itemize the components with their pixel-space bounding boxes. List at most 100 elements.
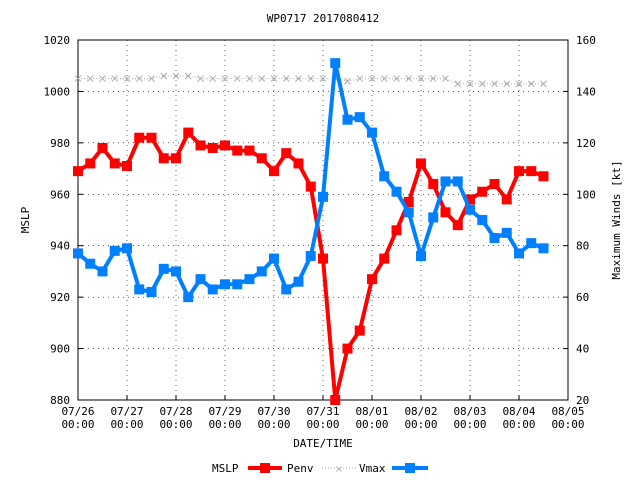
data-point: [111, 75, 119, 82]
legend: MSLP Penv × Vmax: [212, 462, 428, 475]
tick-label-y-right: 140: [576, 85, 596, 98]
data-point: [466, 80, 474, 88]
data-point: [354, 325, 365, 336]
data-point: [465, 204, 475, 215]
data-point: [477, 186, 488, 197]
tick-label-y-left: 1020: [44, 34, 71, 47]
data-point: [184, 72, 192, 80]
tick-label-x: 08/04 00:00: [502, 405, 535, 431]
data-point: [269, 166, 279, 177]
data-point: [538, 171, 549, 182]
tick-label-y-left: 900: [50, 343, 70, 356]
tick-label-y-right: 160: [576, 34, 596, 47]
tick-label-x-line: 00:00: [208, 418, 241, 431]
data-point: [270, 75, 278, 82]
y-axis-right-label: Maximum Winds [kt]: [610, 160, 623, 279]
data-point: [246, 75, 253, 82]
tick-label-x: 07/28 00:00: [159, 405, 192, 431]
tick-label-y-left: 880: [50, 394, 70, 407]
data-point: [99, 75, 106, 82]
series-vmax: [73, 58, 549, 303]
tick-label-x-line: 00:00: [502, 418, 535, 431]
data-point: [354, 112, 365, 123]
tick-label-x-line: 07/28: [159, 405, 192, 418]
tick-label-x-line: 00:00: [404, 418, 437, 431]
x-axis-label: DATE/TIME: [293, 437, 353, 450]
data-point: [501, 227, 512, 238]
data-point: [281, 148, 292, 159]
data-point: [171, 153, 181, 164]
data-point: [344, 77, 351, 85]
data-point: [454, 80, 462, 88]
data-point: [85, 158, 96, 169]
data-point: [417, 75, 425, 82]
data-point: [86, 75, 94, 82]
tick-label-y-right: 120: [576, 137, 596, 150]
tick-label-x: 08/02 00:00: [404, 405, 437, 431]
data-point: [281, 284, 292, 295]
data-point: [195, 140, 206, 151]
tick-label-x-line: 00:00: [355, 418, 388, 431]
data-point: [489, 179, 500, 189]
legend-penv-label: Penv: [287, 462, 314, 475]
data-point: [380, 75, 388, 82]
data-point: [73, 248, 83, 259]
data-point: [195, 274, 206, 285]
data-point: [391, 225, 402, 236]
data-point: [428, 212, 439, 223]
data-point: [330, 58, 341, 69]
data-point: [527, 80, 535, 88]
y-axis-left-label: MSLP: [19, 206, 32, 233]
data-point: [207, 284, 218, 295]
tick-label-y-right: 20: [576, 394, 589, 407]
data-point: [293, 158, 304, 169]
data-point: [258, 75, 266, 82]
data-point: [416, 251, 426, 261]
data-point: [134, 284, 145, 295]
data-point: [97, 143, 108, 153]
data-point: [220, 279, 230, 290]
data-point: [526, 166, 537, 177]
tick-label-x-line: 08/05: [551, 405, 584, 418]
data-point: [501, 194, 512, 205]
data-point: [514, 166, 524, 177]
data-point: [307, 75, 315, 82]
data-point: [526, 238, 537, 249]
data-point: [122, 161, 132, 171]
tick-label-y-left: 920: [50, 291, 70, 304]
data-point: [442, 75, 449, 82]
data-point: [515, 80, 523, 88]
tick-label-x-line: 07/29: [208, 405, 241, 418]
data-point: [148, 75, 155, 82]
data-point: [429, 75, 437, 82]
data-point: [97, 266, 108, 277]
data-point: [269, 253, 279, 264]
data-point: [158, 263, 169, 274]
data-point: [478, 80, 486, 88]
data-point: [282, 75, 290, 82]
tick-label-y-right: 100: [576, 188, 596, 201]
axes: 880 900 920 940 960 980 1000 1020 20 40 60 80 100 120…: [44, 34, 596, 431]
data-point: [158, 153, 169, 164]
tick-label-x: 07/29 00:00: [208, 405, 241, 431]
tick-label-x: 07/31 00:00: [306, 405, 339, 431]
data-point: [540, 80, 547, 88]
data-point: [379, 171, 390, 182]
data-point: [440, 176, 451, 187]
data-point: [428, 179, 439, 189]
data-point: [367, 274, 377, 285]
tick-label-x-line: 07/31: [306, 405, 339, 418]
tick-label-y-right: 60: [576, 291, 589, 304]
data-point: [135, 75, 143, 82]
tick-label-x-line: 07/26: [61, 405, 94, 418]
tick-label-y-left: 980: [50, 137, 70, 150]
data-point: [73, 166, 83, 177]
data-point: [477, 215, 488, 225]
data-point: [146, 287, 157, 297]
data-point: [220, 140, 230, 151]
data-point: [403, 197, 414, 207]
data-point: [405, 75, 413, 82]
data-point: [232, 279, 243, 290]
data-point: [233, 75, 241, 82]
data-point: [134, 132, 145, 143]
